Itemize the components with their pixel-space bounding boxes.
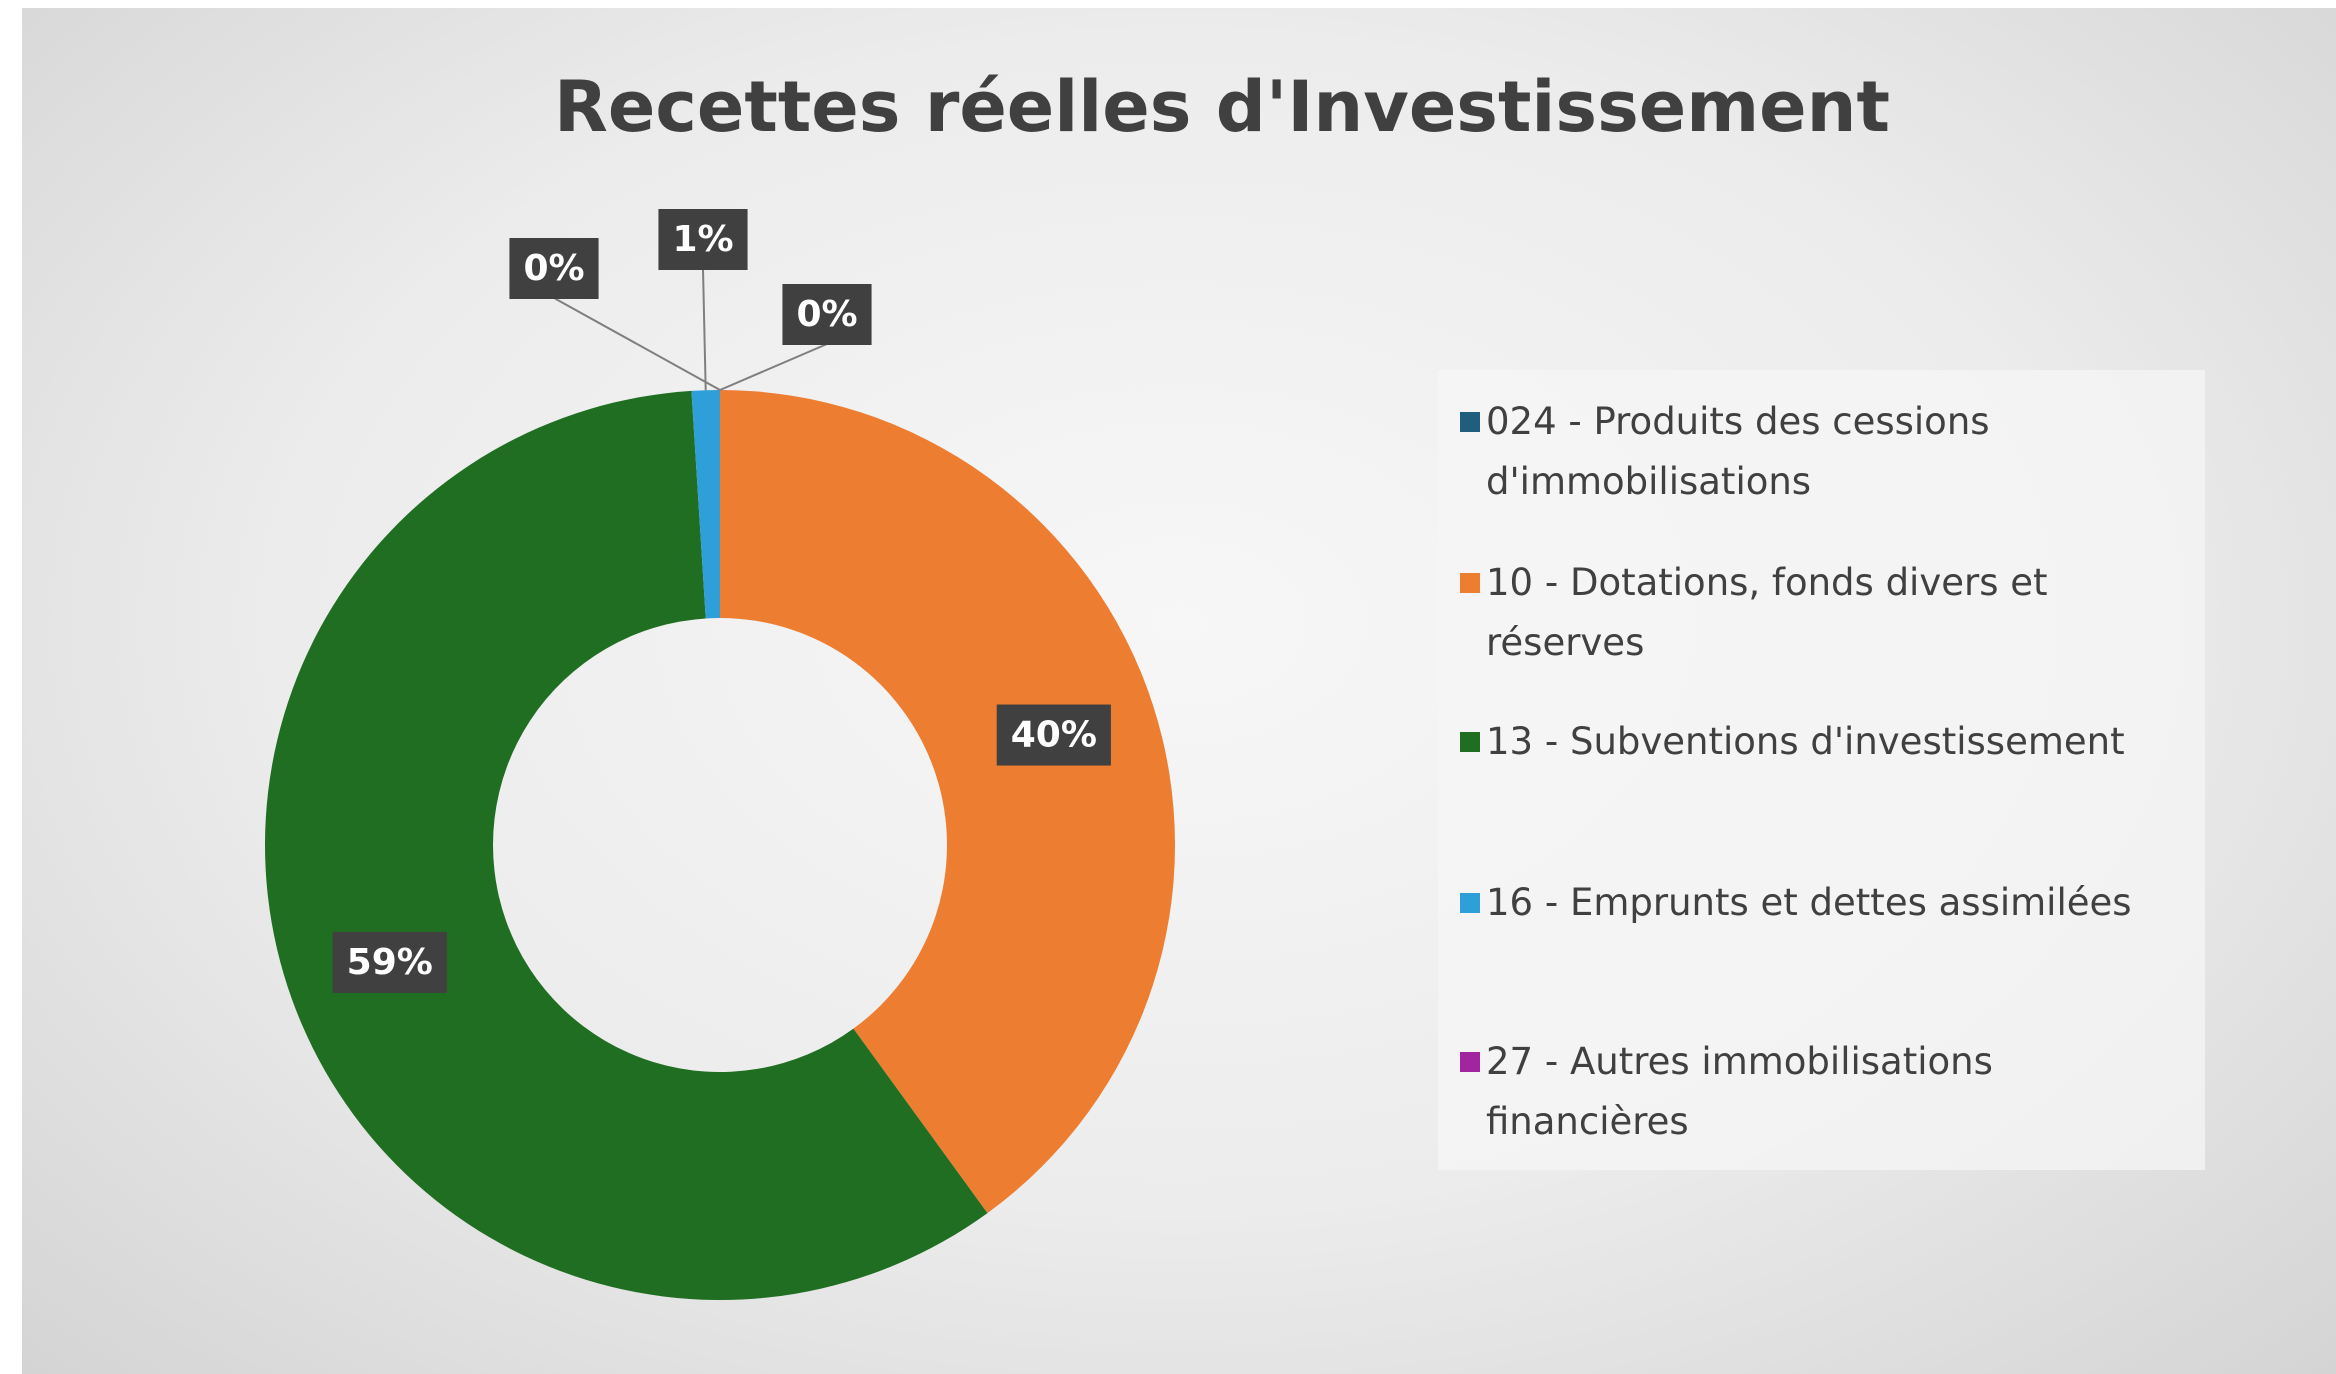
legend-swatch bbox=[1460, 732, 1480, 752]
chart-title: Recettes réelles d'Investissement bbox=[554, 66, 1890, 148]
data-label: 59% bbox=[347, 942, 433, 983]
legend-swatch bbox=[1460, 893, 1480, 913]
legend-item: 16 - Emprunts et dettes assimilées bbox=[1460, 873, 2176, 933]
legend-item: 024 - Produits des cessions d'immobilisa… bbox=[1460, 392, 2176, 512]
data-label-box bbox=[332, 931, 447, 993]
legend-item: 10 - Dotations, fonds divers et réserves bbox=[1460, 553, 2176, 673]
legend-label: 16 - Emprunts et dettes assimilées bbox=[1486, 881, 2132, 924]
donut-slice bbox=[691, 390, 720, 619]
data-label-box bbox=[658, 209, 748, 270]
legend-label: 27 - Autres immobilisations financières bbox=[1486, 1040, 1993, 1143]
data-label-box bbox=[782, 284, 872, 345]
legend-label: 10 - Dotations, fonds divers et réserves bbox=[1486, 561, 2048, 664]
leader-line bbox=[553, 297, 721, 391]
legend-label: 024 - Produits des cessions d'immobilisa… bbox=[1486, 400, 1990, 503]
legend-item: 13 - Subventions d'investissement bbox=[1460, 712, 2176, 772]
legend-swatch bbox=[1460, 1052, 1480, 1072]
data-label: 0% bbox=[523, 248, 584, 289]
donut-slice bbox=[720, 390, 1176, 1214]
data-label-box bbox=[996, 704, 1111, 766]
legend: 024 - Produits des cessions d'immobilisa… bbox=[1438, 370, 2205, 1170]
donut-slice bbox=[265, 390, 988, 1300]
leader-line bbox=[702, 268, 707, 391]
data-label: 0% bbox=[796, 294, 857, 335]
legend-label: 13 - Subventions d'investissement bbox=[1486, 720, 2125, 763]
leader-line bbox=[719, 343, 828, 391]
legend-item: 27 - Autres immobilisations financières bbox=[1460, 1032, 2176, 1152]
data-label: 40% bbox=[1011, 715, 1097, 756]
legend-swatch bbox=[1460, 573, 1480, 593]
data-label-box bbox=[509, 238, 599, 299]
legend-swatch bbox=[1460, 412, 1480, 432]
data-label: 1% bbox=[672, 219, 733, 260]
